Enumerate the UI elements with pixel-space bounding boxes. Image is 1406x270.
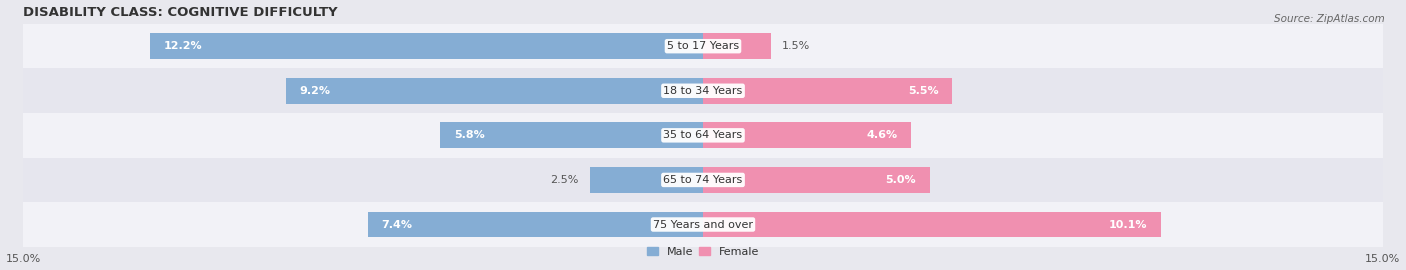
Bar: [703, 122, 911, 148]
Text: 18 to 34 Years: 18 to 34 Years: [664, 86, 742, 96]
Text: 4.6%: 4.6%: [866, 130, 898, 140]
Text: DISABILITY CLASS: COGNITIVE DIFFICULTY: DISABILITY CLASS: COGNITIVE DIFFICULTY: [22, 6, 337, 19]
Bar: [367, 212, 703, 237]
Text: 9.2%: 9.2%: [299, 86, 330, 96]
Text: 2.5%: 2.5%: [550, 175, 578, 185]
Bar: [22, 113, 1384, 158]
Text: 12.2%: 12.2%: [163, 41, 202, 51]
Bar: [703, 212, 1161, 237]
Text: 75 Years and over: 75 Years and over: [652, 220, 754, 230]
Text: 1.5%: 1.5%: [782, 41, 811, 51]
Text: 5.8%: 5.8%: [454, 130, 485, 140]
Bar: [440, 122, 703, 148]
Text: 65 to 74 Years: 65 to 74 Years: [664, 175, 742, 185]
Text: 10.1%: 10.1%: [1109, 220, 1147, 230]
Text: Source: ZipAtlas.com: Source: ZipAtlas.com: [1274, 14, 1385, 23]
Legend: Male, Female: Male, Female: [644, 244, 762, 259]
Text: 7.4%: 7.4%: [381, 220, 412, 230]
Text: 5.0%: 5.0%: [886, 175, 917, 185]
Text: 5.5%: 5.5%: [908, 86, 939, 96]
Bar: [589, 167, 703, 193]
Bar: [22, 158, 1384, 202]
Bar: [703, 78, 952, 104]
Text: 5 to 17 Years: 5 to 17 Years: [666, 41, 740, 51]
Bar: [703, 33, 770, 59]
Bar: [703, 167, 929, 193]
Bar: [22, 202, 1384, 247]
Bar: [22, 69, 1384, 113]
Text: 35 to 64 Years: 35 to 64 Years: [664, 130, 742, 140]
Bar: [150, 33, 703, 59]
Bar: [285, 78, 703, 104]
Bar: [22, 24, 1384, 69]
